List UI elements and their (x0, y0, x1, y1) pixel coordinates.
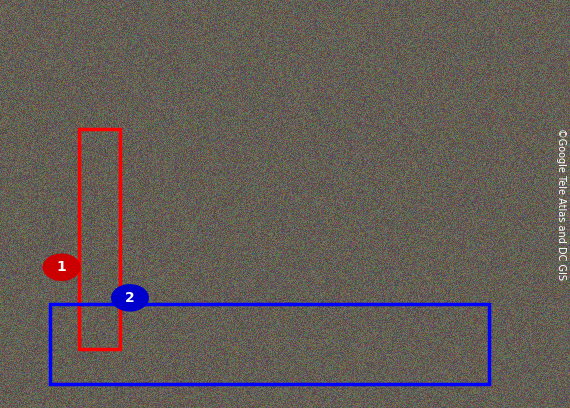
Circle shape (112, 285, 148, 311)
Text: ©Google Tele Atlas and DC GIS: ©Google Tele Atlas and DC GIS (556, 128, 567, 280)
Bar (79, 129, 120, 349)
Text: 1: 1 (56, 260, 67, 274)
Circle shape (43, 254, 80, 280)
Text: 2: 2 (125, 291, 135, 305)
Bar (50, 304, 489, 384)
